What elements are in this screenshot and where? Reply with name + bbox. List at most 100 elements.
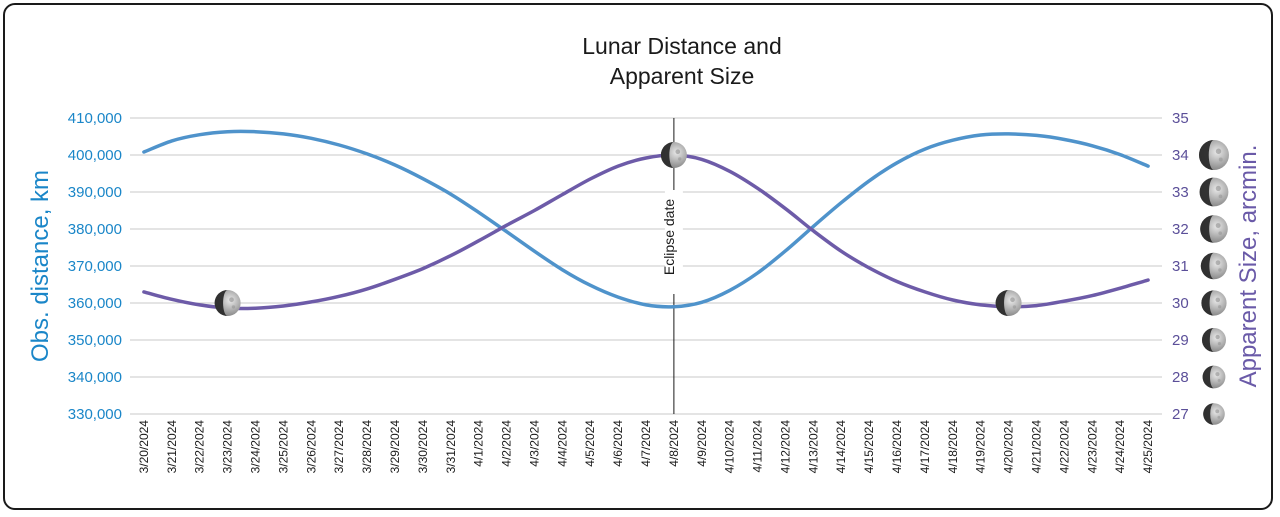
x-tick-label: 4/3/2024 [527,420,541,467]
x-tick-label: 4/21/2024 [1029,420,1043,474]
x-tick-label: 3/22/2024 [193,420,207,474]
x-tick-label: 3/24/2024 [249,420,263,474]
moon-crater [229,297,234,303]
eclipse-date-label: Eclipse date [661,199,677,275]
right-tick-label: 28 [1172,369,1189,386]
left-tick-label: 360,000 [68,295,122,312]
moon-crater [1217,415,1221,419]
right-tick-label: 31 [1172,258,1189,275]
x-tick-label: 4/17/2024 [918,420,932,474]
moon-crater [1215,297,1221,303]
right-tick-label: 33 [1172,184,1189,201]
moon-scale-icon [1199,140,1229,170]
y-axis-left-label: Obs. distance, km [27,170,54,362]
moon-scale-icon [1200,215,1228,243]
chart-title-line-1: Lunar Distance and [582,33,781,59]
left-tick-label: 400,000 [68,147,122,164]
moon-scale-icon [1200,252,1228,280]
x-tick-label: 4/6/2024 [611,420,625,467]
moon-shadow [1199,140,1214,170]
left-tick-label: 390,000 [68,184,122,201]
moon-crater [1012,305,1017,309]
moon-scale-icon [1203,403,1225,425]
x-tick-label: 4/11/2024 [751,420,765,473]
right-tick-label: 29 [1172,332,1189,349]
moon-shadow [1202,365,1214,389]
moon-shadow [660,142,674,168]
moon-marker [660,142,687,168]
x-tick-label: 3/30/2024 [416,420,430,474]
moon-size-scale [1199,140,1229,425]
x-tick-label: 4/1/2024 [472,420,486,467]
series-lines [142,129,1150,311]
moon-shadow [1201,290,1214,316]
right-tick-label: 34 [1172,147,1189,164]
moon-crater [1218,231,1223,235]
moon-crater [231,305,236,309]
chart-title-line-2: Apparent Size [610,63,754,89]
moon-crater [1215,372,1220,377]
moon-shadow [995,290,1009,316]
moon-shadow [1203,403,1214,425]
moon-crater [675,149,681,155]
right-tick-label: 27 [1172,406,1189,423]
x-axis-ticks: 3/20/2024 3/21/2024 3/22/2024 3/23/2024 3/24… [137,420,1155,474]
moon-crater [1215,260,1221,266]
x-tick-label: 4/10/2024 [723,420,737,474]
left-axis-ticks: 330,000 340,000 350,000 360,000 370,000 380,0… [68,110,122,423]
moon-shadow [214,290,228,316]
moon-crater [678,157,682,161]
x-tick-label: 4/7/2024 [639,420,653,467]
moon-crater [1217,342,1221,346]
x-tick-label: 4/2/2024 [500,420,514,467]
x-tick-label: 4/15/2024 [862,420,876,474]
moon-crater [1218,305,1222,309]
left-tick-label: 330,000 [68,406,122,423]
left-tick-label: 370,000 [68,258,122,275]
moon-scale-icon [1199,177,1229,207]
left-tick-label: 380,000 [68,221,122,238]
x-tick-label: 4/5/2024 [583,420,597,467]
x-tick-label: 3/26/2024 [304,420,318,474]
x-tick-label: 4/24/2024 [1113,420,1127,474]
x-tick-label: 3/21/2024 [165,420,179,474]
x-tick-label: 3/20/2024 [137,420,151,474]
moon-shadow [1200,215,1214,243]
x-tick-label: 4/12/2024 [778,420,792,474]
moon-scale-icon [1202,365,1226,389]
moon-crater [1010,297,1015,303]
left-tick-label: 410,000 [68,110,122,127]
x-tick-label: 3/31/2024 [444,420,458,474]
gridlines [130,117,1162,415]
x-tick-label: 4/8/2024 [667,420,681,467]
x-tick-label: 4/4/2024 [555,420,569,467]
right-tick-label: 30 [1172,295,1189,312]
x-tick-label: 4/18/2024 [946,420,960,474]
x-tick-label: 4/13/2024 [806,420,820,474]
moon-marker [214,290,241,316]
x-tick-label: 4/23/2024 [1085,420,1099,474]
y-axis-right-label: Apparent Size, arcmin. [1235,145,1262,388]
x-tick-label: 3/25/2024 [276,420,290,474]
moon-shadow [1199,177,1214,207]
x-tick-label: 4/16/2024 [890,420,904,474]
moon-crater [1217,378,1221,382]
x-tick-label: 4/14/2024 [834,420,848,474]
moon-crater [1215,409,1220,414]
x-tick-label: 4/9/2024 [695,420,709,467]
moon-markers [214,142,1022,316]
left-tick-label: 350,000 [68,332,122,349]
x-tick-label: 3/27/2024 [332,420,346,474]
x-tick-label: 4/19/2024 [974,420,988,474]
chart-frame [3,3,1273,510]
distance-series-line [142,129,1150,309]
moon-crater [1218,157,1223,162]
x-tick-label: 4/20/2024 [1002,420,1016,474]
moon-crater [1215,148,1222,154]
moon-crater [1215,185,1221,191]
moon-crater [1215,223,1221,229]
moon-shadow [1200,252,1214,280]
right-axis-ticks: 27 28 29 30 31 32 33 34 35 [1172,110,1189,423]
left-tick-label: 340,000 [68,369,122,386]
